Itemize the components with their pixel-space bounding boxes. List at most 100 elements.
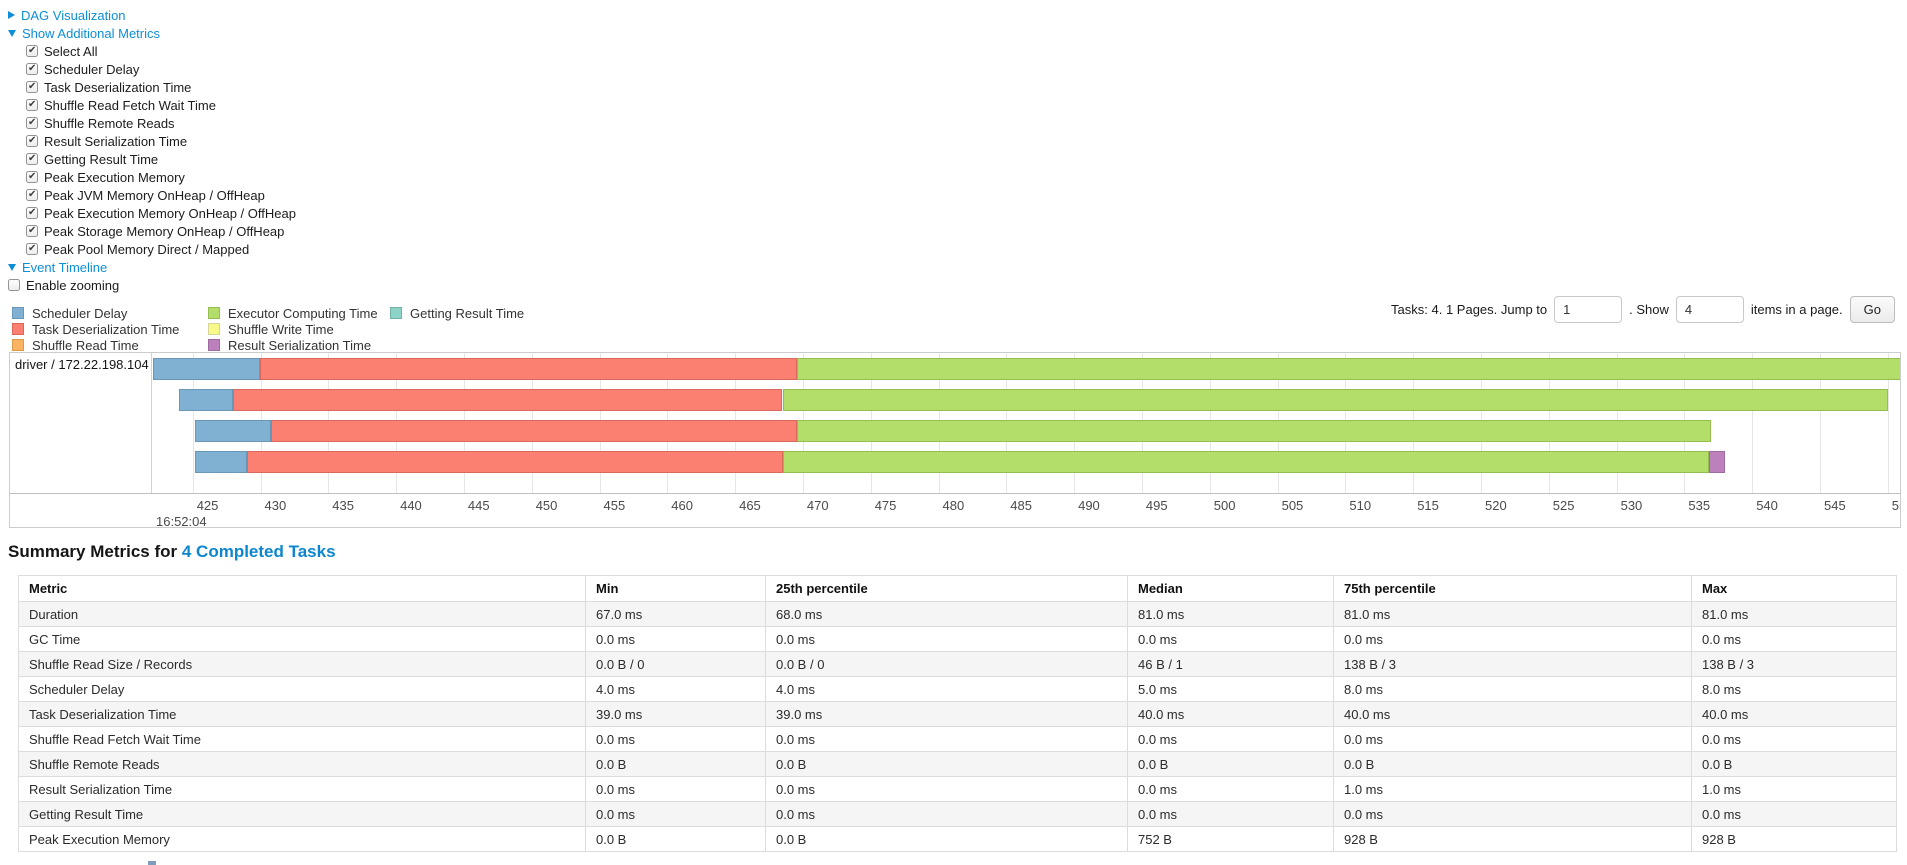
metric-checkbox[interactable] bbox=[26, 63, 38, 75]
executor-computing-segment[interactable] bbox=[797, 420, 1712, 442]
dag-visualization-link[interactable]: DAG Visualization bbox=[21, 7, 126, 23]
table-header-cell: 75th percentile bbox=[1333, 575, 1692, 602]
metric-checkbox-label: Shuffle Remote Reads bbox=[44, 115, 175, 131]
result-serialization-segment[interactable] bbox=[1708, 451, 1726, 473]
timeline-gridline bbox=[1752, 353, 1754, 493]
metric-value-cell: 1.0 ms bbox=[1333, 776, 1692, 802]
show-label: . Show bbox=[1629, 301, 1669, 317]
task-timeline-bar[interactable] bbox=[153, 358, 1900, 380]
show-additional-metrics-link[interactable]: Show Additional Metrics bbox=[22, 25, 161, 41]
executor-computing-segment[interactable] bbox=[797, 358, 1900, 380]
metric-value-cell: 0.0 ms bbox=[1333, 626, 1692, 652]
enable-zooming-row: Enable zooming bbox=[8, 276, 296, 294]
timeline-tick-label: 545 bbox=[1824, 498, 1846, 513]
metric-value-cell: 138 B / 3 bbox=[1333, 651, 1692, 677]
task-deserialization-segment[interactable] bbox=[233, 389, 783, 411]
metric-checkbox[interactable] bbox=[26, 81, 38, 93]
metric-value-cell: 0.0 B / 0 bbox=[765, 651, 1128, 677]
scheduler-delay-segment[interactable] bbox=[195, 451, 247, 473]
metric-value-cell: 67.0 ms bbox=[585, 601, 766, 627]
metric-checkbox-row: Peak Storage Memory OnHeap / OffHeap bbox=[26, 222, 296, 240]
go-button[interactable]: Go bbox=[1849, 295, 1895, 323]
metric-checkbox-row: Shuffle Read Fetch Wait Time bbox=[26, 96, 296, 114]
metric-checkbox-row: Task Deserialization Time bbox=[26, 78, 296, 96]
event-timeline-toggle[interactable]: Event Timeline bbox=[8, 258, 296, 276]
metric-value-cell: 0.0 ms bbox=[1691, 626, 1897, 652]
scheduler-delay-segment[interactable] bbox=[179, 389, 234, 411]
task-deserialization-segment[interactable] bbox=[260, 358, 798, 380]
timeline-group-label-column: driver / 172.22.198.104 bbox=[10, 353, 152, 493]
legend-item: Getting Result Time bbox=[390, 305, 524, 321]
table-row: Shuffle Read Size / Records 0.0 B / 0 0.0 … bbox=[18, 651, 1897, 677]
task-deserialization-segment[interactable] bbox=[246, 451, 783, 473]
table-row: Shuffle Remote Reads 0.0 B 0.0 B 0.0 B 0.0 B… bbox=[18, 751, 1897, 777]
summary-title-prefix: Summary Metrics for bbox=[8, 542, 178, 561]
show-additional-metrics-toggle[interactable]: Show Additional Metrics bbox=[8, 24, 296, 42]
metric-value-cell: 0.0 ms bbox=[765, 776, 1128, 802]
task-deserialization-segment[interactable] bbox=[271, 420, 798, 442]
metric-value-cell: 0.0 ms bbox=[765, 726, 1128, 752]
table-header-cell: Min bbox=[585, 575, 766, 602]
metric-checkbox-row: Scheduler Delay bbox=[26, 60, 296, 78]
dag-visualization-toggle[interactable]: DAG Visualization bbox=[8, 6, 296, 24]
executor-computing-segment[interactable] bbox=[782, 389, 1888, 411]
items-per-page-input[interactable] bbox=[1675, 295, 1744, 323]
timeline-time-label: 16:52:04 bbox=[156, 514, 207, 528]
legend-item: Executor Computing Time bbox=[208, 305, 378, 321]
metric-checkbox-label: Peak Pool Memory Direct / Mapped bbox=[44, 241, 250, 257]
table-row: Duration 67.0 ms 68.0 ms 81.0 ms 81.0 ms 81.0… bbox=[18, 601, 1897, 627]
metric-value-cell: 81.0 ms bbox=[1333, 601, 1692, 627]
timeline-tick-label: 445 bbox=[467, 498, 490, 513]
metric-checkbox[interactable] bbox=[26, 243, 38, 255]
metric-checkbox[interactable] bbox=[26, 189, 38, 201]
metric-value-cell: 39.0 ms bbox=[585, 701, 766, 727]
timeline-tick-label: 480 bbox=[942, 498, 965, 513]
timeline-tick-label: 440 bbox=[400, 498, 422, 513]
timeline-tick-label: 505 bbox=[1281, 498, 1304, 513]
scheduler-delay-segment[interactable] bbox=[195, 420, 272, 442]
metric-checkbox[interactable] bbox=[26, 135, 38, 147]
timeline-tick-label: 490 bbox=[1078, 498, 1100, 513]
metric-checkbox[interactable] bbox=[26, 225, 38, 237]
tasks-count-text: Tasks: 4. 1 Pages. Jump to bbox=[1391, 301, 1548, 317]
chevron-down-icon bbox=[8, 263, 16, 271]
scheduler-delay-segment[interactable] bbox=[153, 358, 261, 380]
metric-value-cell: 0.0 ms bbox=[1691, 801, 1897, 827]
enable-zooming-checkbox[interactable] bbox=[8, 279, 20, 291]
metric-checkbox[interactable] bbox=[26, 207, 38, 219]
legend-item: Shuffle Read Time bbox=[12, 337, 179, 353]
executor-row-label: driver / 172.22.198.104 bbox=[15, 357, 149, 372]
metric-value-cell: 46 B / 1 bbox=[1127, 651, 1334, 677]
task-timeline-bar[interactable] bbox=[195, 451, 1726, 473]
metric-checkbox-row: Peak Execution Memory OnHeap / OffHeap bbox=[26, 204, 296, 222]
metric-checkbox[interactable] bbox=[26, 153, 38, 165]
legend-item: Shuffle Write Time bbox=[208, 321, 378, 337]
completed-tasks-count: 4 Completed Tasks bbox=[181, 542, 336, 561]
metric-checkbox-row: Select All bbox=[26, 42, 296, 60]
metric-value-cell: 5.0 ms bbox=[1127, 676, 1334, 702]
legend-label: Task Deserialization Time bbox=[32, 321, 180, 337]
metric-value-cell: 0.0 ms bbox=[1127, 801, 1334, 827]
metric-value-cell: 0.0 B bbox=[1691, 751, 1897, 777]
metric-checkbox[interactable] bbox=[26, 99, 38, 111]
table-row: Result Serialization Time 0.0 ms 0.0 ms 0.0… bbox=[18, 776, 1897, 802]
metric-checkbox[interactable] bbox=[26, 45, 38, 57]
metric-checkbox-row: Peak JVM Memory OnHeap / OffHeap bbox=[26, 186, 296, 204]
metric-checkbox[interactable] bbox=[26, 117, 38, 129]
timeline-gridline bbox=[1820, 353, 1821, 493]
metric-checkbox[interactable] bbox=[26, 171, 38, 183]
legend-label: Executor Computing Time bbox=[228, 305, 378, 321]
metric-value-cell: 0.0 ms bbox=[585, 626, 766, 652]
task-timeline-bar[interactable] bbox=[195, 420, 1712, 442]
timeline-tick-label: 535 bbox=[1688, 498, 1711, 513]
items-per-page-label: items in a page. bbox=[1750, 301, 1843, 317]
table-header-cell: Metric bbox=[18, 575, 586, 602]
task-timeline-bar[interactable] bbox=[179, 389, 1888, 411]
jump-to-page-input[interactable] bbox=[1554, 295, 1623, 323]
timeline-tick-label: 540 bbox=[1756, 498, 1778, 513]
metric-value-cell: 0.0 B bbox=[765, 826, 1128, 852]
event-timeline-link[interactable]: Event Timeline bbox=[22, 259, 108, 275]
table-row: Peak Execution Memory 0.0 B 0.0 B 752 B 928 … bbox=[18, 826, 1897, 852]
metric-name-cell: Getting Result Time bbox=[18, 801, 586, 827]
executor-computing-segment[interactable] bbox=[782, 451, 1709, 473]
